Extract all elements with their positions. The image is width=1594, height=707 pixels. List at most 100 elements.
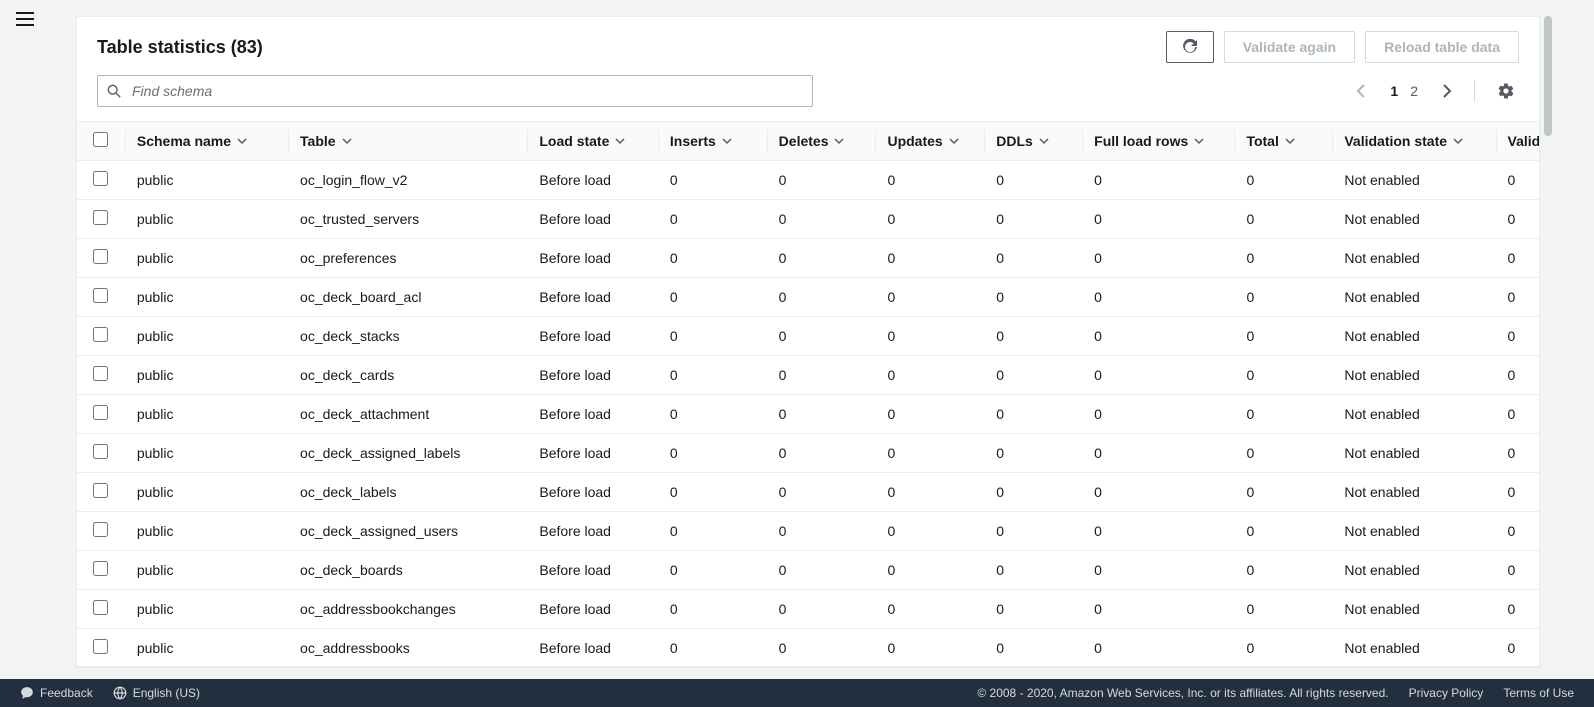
row-checkbox[interactable] xyxy=(93,639,108,654)
reload-table-data-button[interactable]: Reload table data xyxy=(1365,31,1519,63)
cell-validation_p: 0 xyxy=(1496,629,1539,667)
cell-validation_p: 0 xyxy=(1496,278,1539,317)
row-checkbox[interactable] xyxy=(93,522,108,537)
cell-validation_state: Not enabled xyxy=(1332,239,1495,278)
cell-updates: 0 xyxy=(875,551,984,590)
column-header[interactable]: Inserts xyxy=(658,122,767,161)
settings-button[interactable] xyxy=(1493,78,1519,104)
column-header[interactable]: Updates xyxy=(875,122,984,161)
row-checkbox[interactable] xyxy=(93,366,108,381)
cell-total: 0 xyxy=(1234,239,1332,278)
refresh-button[interactable] xyxy=(1166,31,1214,63)
cell-load_state: Before load xyxy=(527,200,658,239)
search-input[interactable] xyxy=(97,75,813,107)
column-header[interactable]: Validation state xyxy=(1332,122,1495,161)
pager-prev-button[interactable] xyxy=(1352,80,1370,102)
pager-separator xyxy=(1474,80,1475,102)
feedback-link[interactable]: Feedback xyxy=(20,686,93,700)
column-label: Full load rows xyxy=(1094,133,1188,149)
cell-full_load_rows: 0 xyxy=(1082,317,1234,356)
cell-load_state: Before load xyxy=(527,161,658,200)
row-checkbox[interactable] xyxy=(93,561,108,576)
cell-deletes: 0 xyxy=(767,200,876,239)
column-label: Inserts xyxy=(670,133,716,149)
table-row: publicoc_deck_attachmentBefore load00000… xyxy=(77,395,1539,434)
cell-schema: public xyxy=(125,239,288,278)
privacy-policy-link[interactable]: Privacy Policy xyxy=(1409,686,1484,700)
speech-bubble-icon xyxy=(20,686,34,700)
cell-table: oc_addressbooks xyxy=(288,629,527,667)
cell-updates: 0 xyxy=(875,590,984,629)
cell-ddls: 0 xyxy=(984,356,1082,395)
cell-ddls: 0 xyxy=(984,434,1082,473)
row-checkbox-cell xyxy=(77,161,125,200)
row-checkbox-cell xyxy=(77,200,125,239)
vertical-scrollbar-track[interactable] xyxy=(1544,16,1552,667)
cell-ddls: 0 xyxy=(984,317,1082,356)
cell-full_load_rows: 0 xyxy=(1082,629,1234,667)
cell-inserts: 0 xyxy=(658,239,767,278)
row-checkbox[interactable] xyxy=(93,171,108,186)
row-checkbox-cell xyxy=(77,473,125,512)
sort-icon xyxy=(615,136,625,146)
row-checkbox[interactable] xyxy=(93,405,108,420)
column-header[interactable]: Table xyxy=(288,122,527,161)
feedback-label: Feedback xyxy=(40,686,93,700)
vertical-scrollbar-thumb[interactable] xyxy=(1544,16,1552,136)
row-checkbox[interactable] xyxy=(93,288,108,303)
row-checkbox[interactable] xyxy=(93,483,108,498)
cell-deletes: 0 xyxy=(767,551,876,590)
cell-schema: public xyxy=(125,278,288,317)
cell-full_load_rows: 0 xyxy=(1082,590,1234,629)
cell-table: oc_deck_stacks xyxy=(288,317,527,356)
column-header[interactable]: Total xyxy=(1234,122,1332,161)
cell-inserts: 0 xyxy=(658,356,767,395)
cell-load_state: Before load xyxy=(527,356,658,395)
cell-total: 0 xyxy=(1234,278,1332,317)
cell-deletes: 0 xyxy=(767,512,876,551)
column-label: Updates xyxy=(887,133,942,149)
cell-validation_p: 0 xyxy=(1496,395,1539,434)
column-header[interactable]: Full load rows xyxy=(1082,122,1234,161)
cell-inserts: 0 xyxy=(658,434,767,473)
row-checkbox[interactable] xyxy=(93,249,108,264)
cell-inserts: 0 xyxy=(658,200,767,239)
column-header[interactable]: Load state xyxy=(527,122,658,161)
row-checkbox[interactable] xyxy=(93,600,108,615)
column-label: Total xyxy=(1246,133,1278,149)
table-scroll[interactable]: Schema name Table Load state Inserts Deletes… xyxy=(77,121,1539,666)
terms-of-use-link[interactable]: Terms of Use xyxy=(1503,686,1574,700)
row-checkbox-cell xyxy=(77,317,125,356)
cell-inserts: 0 xyxy=(658,278,767,317)
cell-deletes: 0 xyxy=(767,278,876,317)
cell-inserts: 0 xyxy=(658,629,767,667)
column-label: Table xyxy=(300,133,336,149)
column-header[interactable]: Validation p xyxy=(1496,122,1539,161)
cell-deletes: 0 xyxy=(767,629,876,667)
cell-full_load_rows: 0 xyxy=(1082,473,1234,512)
cell-table: oc_deck_attachment xyxy=(288,395,527,434)
pager-page-1[interactable]: 1 xyxy=(1384,79,1404,103)
cell-full_load_rows: 0 xyxy=(1082,551,1234,590)
pager-page-2[interactable]: 2 xyxy=(1404,79,1424,103)
select-all-checkbox[interactable] xyxy=(93,132,108,147)
column-header[interactable]: DDLs xyxy=(984,122,1082,161)
row-checkbox[interactable] xyxy=(93,210,108,225)
cell-schema: public xyxy=(125,434,288,473)
pager-next-button[interactable] xyxy=(1438,80,1456,102)
panel-toolbar: 12 xyxy=(77,71,1539,121)
validate-again-button[interactable]: Validate again xyxy=(1224,31,1355,63)
cell-table: oc_deck_boards xyxy=(288,551,527,590)
cell-schema: public xyxy=(125,395,288,434)
hamburger-menu-button[interactable] xyxy=(16,12,34,26)
cell-deletes: 0 xyxy=(767,473,876,512)
row-checkbox[interactable] xyxy=(93,444,108,459)
column-header[interactable]: Deletes xyxy=(767,122,876,161)
cell-table: oc_deck_assigned_users xyxy=(288,512,527,551)
panel-title: Table statistics (83) xyxy=(97,37,263,58)
cell-load_state: Before load xyxy=(527,395,658,434)
column-header[interactable]: Schema name xyxy=(125,122,288,161)
language-selector[interactable]: English (US) xyxy=(113,686,200,700)
cell-validation_state: Not enabled xyxy=(1332,590,1495,629)
row-checkbox[interactable] xyxy=(93,327,108,342)
